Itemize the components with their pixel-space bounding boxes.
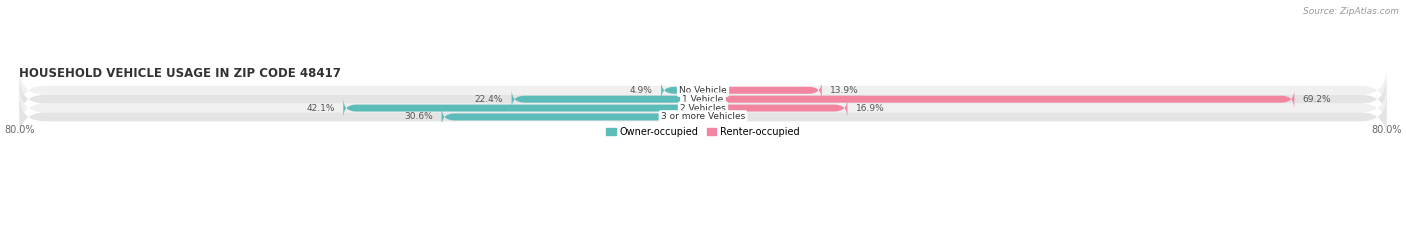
Text: 16.9%: 16.9% xyxy=(856,103,884,113)
Text: 22.4%: 22.4% xyxy=(475,95,503,104)
Text: HOUSEHOLD VEHICLE USAGE IN ZIP CODE 48417: HOUSEHOLD VEHICLE USAGE IN ZIP CODE 4841… xyxy=(20,67,342,80)
Text: 30.6%: 30.6% xyxy=(405,113,433,121)
FancyBboxPatch shape xyxy=(20,68,1386,113)
Legend: Owner-occupied, Renter-occupied: Owner-occupied, Renter-occupied xyxy=(602,123,804,141)
Text: 4.9%: 4.9% xyxy=(630,86,652,95)
FancyBboxPatch shape xyxy=(703,80,821,100)
Text: 2 Vehicles: 2 Vehicles xyxy=(681,103,725,113)
FancyBboxPatch shape xyxy=(20,95,1386,139)
FancyBboxPatch shape xyxy=(20,77,1386,121)
Text: 42.1%: 42.1% xyxy=(307,103,335,113)
FancyBboxPatch shape xyxy=(343,98,703,118)
Text: 0.0%: 0.0% xyxy=(711,113,734,121)
FancyBboxPatch shape xyxy=(703,89,1295,109)
Text: 69.2%: 69.2% xyxy=(1303,95,1331,104)
FancyBboxPatch shape xyxy=(441,107,703,127)
FancyBboxPatch shape xyxy=(661,80,703,100)
Text: 13.9%: 13.9% xyxy=(831,86,859,95)
FancyBboxPatch shape xyxy=(512,89,703,109)
FancyBboxPatch shape xyxy=(20,86,1386,130)
Text: 3 or more Vehicles: 3 or more Vehicles xyxy=(661,113,745,121)
Text: No Vehicle: No Vehicle xyxy=(679,86,727,95)
Text: 1 Vehicle: 1 Vehicle xyxy=(682,95,724,104)
FancyBboxPatch shape xyxy=(703,98,848,118)
Text: Source: ZipAtlas.com: Source: ZipAtlas.com xyxy=(1303,7,1399,16)
